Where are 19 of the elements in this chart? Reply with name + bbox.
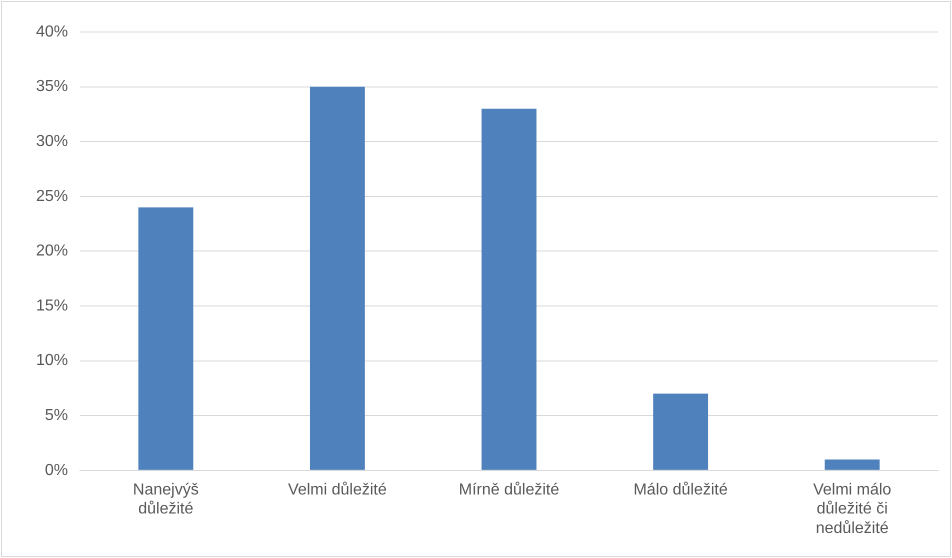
- y-tick-label: 10%: [36, 352, 68, 370]
- y-tick-label: 20%: [36, 242, 68, 260]
- x-tick-label: Mírně důležité: [458, 481, 560, 498]
- x-tick-label: Málo důležité: [633, 481, 728, 498]
- x-tick-label: Velmi důležité: [288, 481, 387, 498]
- bar: [482, 108, 536, 470]
- bar: [138, 207, 194, 470]
- x-tick-label: Nanejvýš důležité: [132, 481, 199, 518]
- x-tick-label: Velmi málo důležité či nedůležité: [813, 481, 892, 537]
- y-tick-label: 15%: [36, 297, 68, 314]
- bar: [310, 86, 365, 470]
- bar: [653, 394, 708, 470]
- y-tick-label: 30%: [36, 133, 68, 150]
- y-tick-label: 25%: [36, 188, 68, 205]
- bar: [824, 459, 880, 470]
- y-tick-label: 5%: [44, 407, 68, 424]
- y-tick-label: 40%: [36, 23, 68, 40]
- y-tick-label: 35%: [36, 78, 68, 96]
- y-tick-label: 0%: [44, 462, 68, 479]
